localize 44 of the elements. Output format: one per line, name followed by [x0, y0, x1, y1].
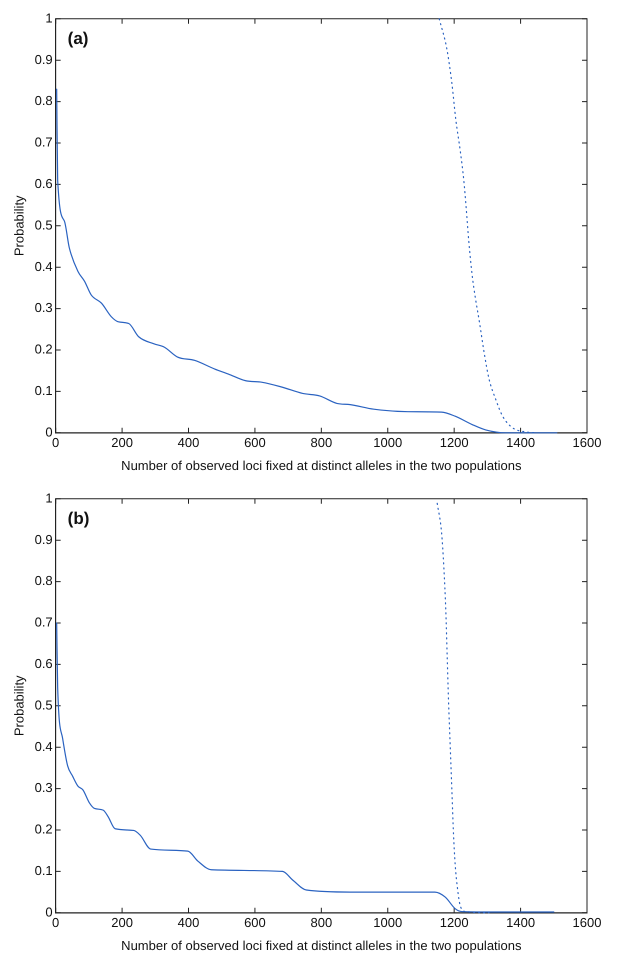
x-tick-label: 200: [111, 915, 133, 930]
y-tick-label: 0.5: [34, 217, 53, 232]
y-tick-label: 0.4: [34, 738, 53, 754]
x-axis-title: Number of observed loci fixed at distinct alleles in the two populations: [121, 938, 522, 953]
y-tick-label: 0: [45, 904, 53, 920]
y-tick-label: 0.2: [34, 822, 53, 837]
x-tick-label: 1000: [373, 435, 402, 450]
y-tick-label: 0.9: [34, 532, 53, 547]
x-tick-label: 1400: [506, 435, 536, 450]
y-axis-title: Probability: [11, 674, 26, 736]
x-tick-label: 1000: [373, 915, 402, 930]
y-tick-label: 0.1: [34, 862, 53, 878]
x-tick-label: 400: [178, 435, 200, 450]
y-tick-label: 0.8: [34, 93, 53, 108]
y-tick-label: 1: [45, 490, 53, 506]
y-tick-label: 0.9: [34, 52, 53, 67]
x-tick-label: 400: [178, 915, 200, 930]
x-tick-label: 600: [244, 915, 266, 930]
y-tick-label: 0.2: [34, 342, 53, 357]
y-tick-label: 0: [45, 424, 53, 440]
y-tick-label: 0.6: [34, 656, 53, 671]
y-tick-label: 0.6: [34, 176, 53, 191]
x-tick-label: 1600: [572, 435, 602, 450]
x-tick-label: 600: [244, 435, 266, 450]
y-tick-label: 0.5: [34, 697, 53, 712]
x-tick-label: 1600: [572, 915, 602, 930]
y-tick-label: 0.4: [34, 258, 53, 274]
x-tick-label: 1200: [440, 435, 469, 450]
y-axis-title: Probability: [11, 194, 26, 256]
x-tick-label: 1200: [440, 915, 469, 930]
y-tick-label: 0.8: [34, 573, 53, 588]
y-tick-label: 0.7: [34, 614, 53, 630]
x-tick-label: 800: [310, 435, 332, 450]
y-tick-label: 0.7: [34, 134, 53, 150]
y-tick-label: 0.3: [34, 300, 53, 316]
y-tick-label: 0.1: [34, 382, 53, 398]
annotation: (b): [68, 508, 90, 528]
y-tick-label: 1: [45, 10, 53, 26]
annotation: (a): [68, 28, 88, 48]
x-tick-label: 1400: [506, 915, 536, 930]
y-tick-label: 0.3: [34, 780, 53, 796]
x-tick-label: 200: [111, 435, 133, 450]
x-axis-title: Number of observed loci fixed at distinct alleles in the two populations: [121, 458, 522, 473]
x-tick-label: 800: [310, 915, 332, 930]
